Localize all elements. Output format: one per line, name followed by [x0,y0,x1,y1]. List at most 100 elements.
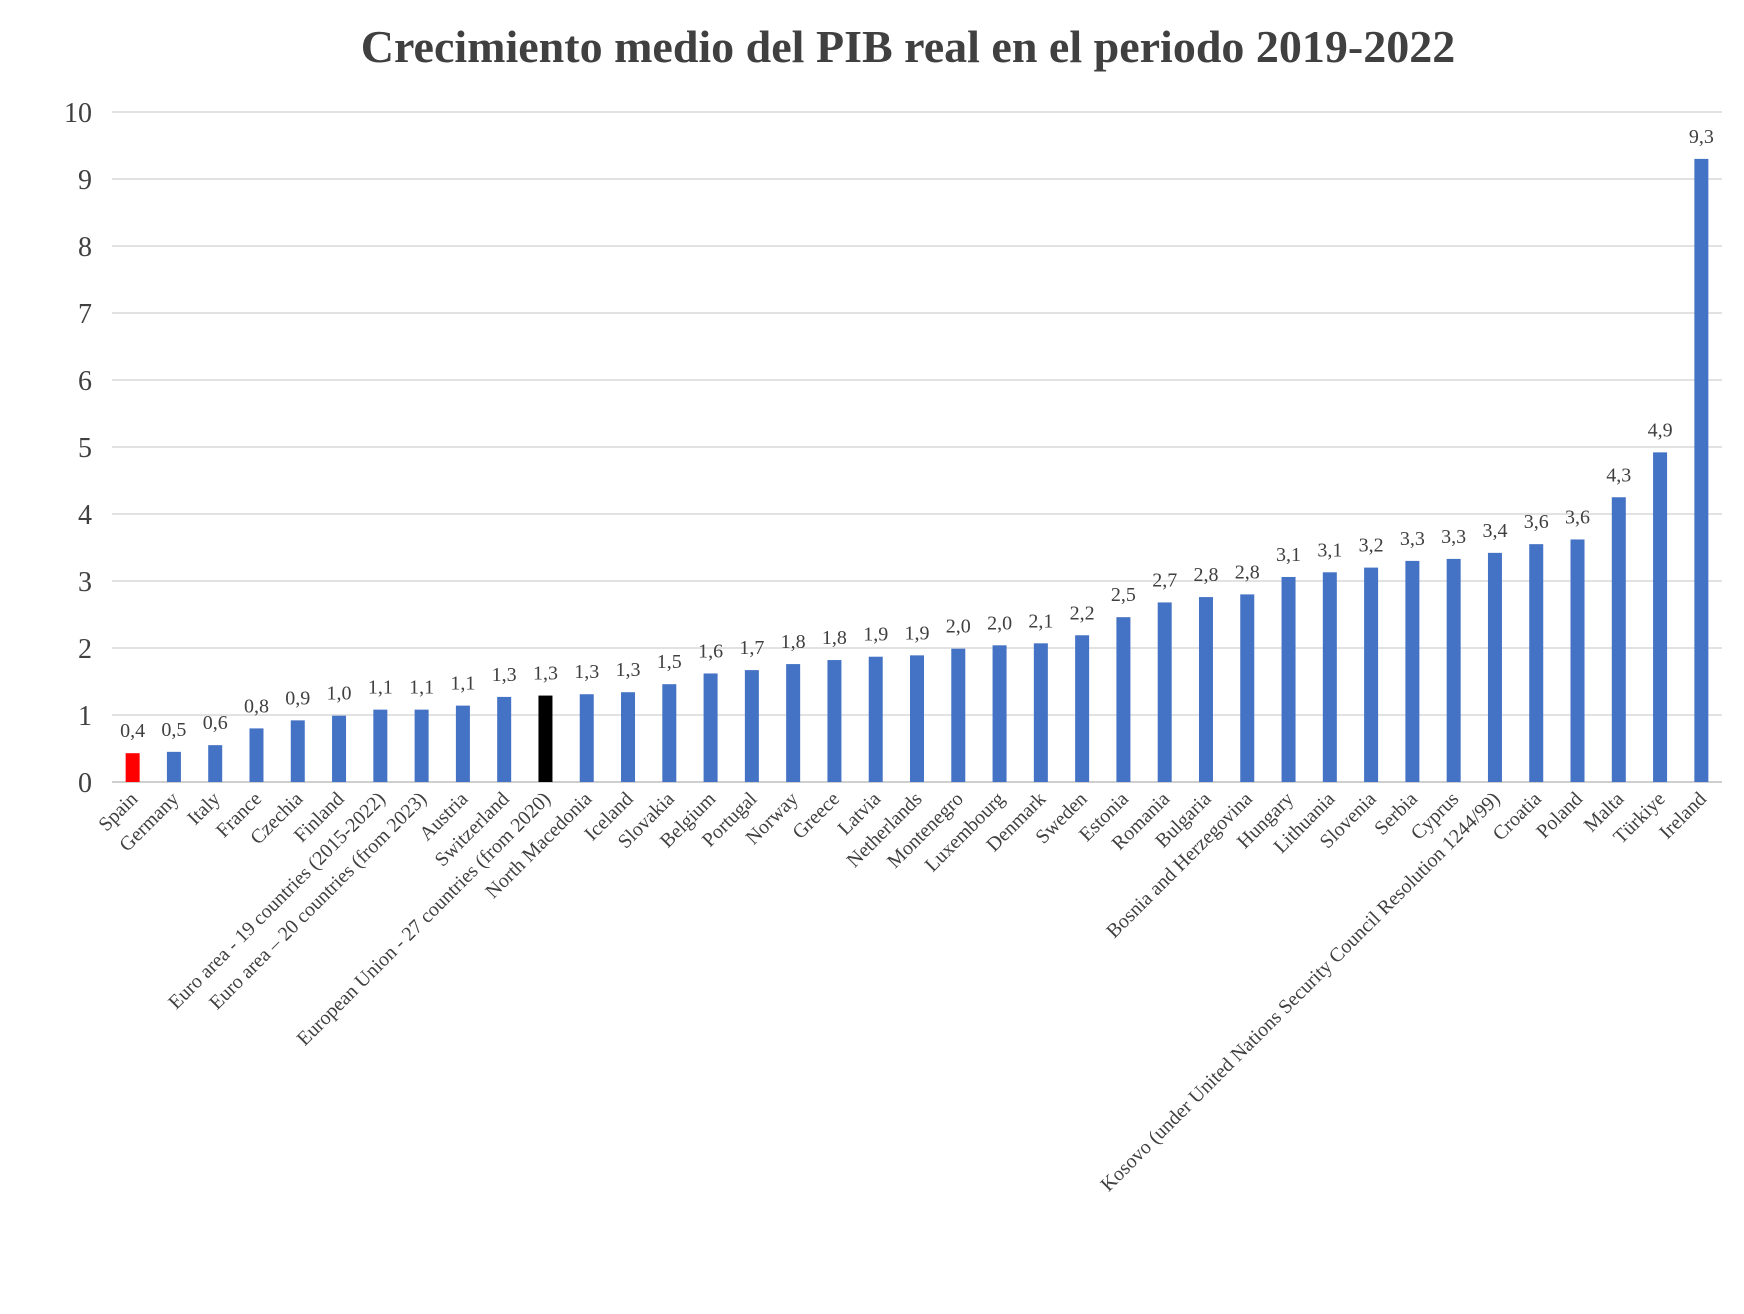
data-label: 1,9 [905,622,930,644]
data-label: 0,4 [120,720,145,742]
y-tick-label: 3 [78,567,92,598]
y-tick-label: 4 [78,500,92,531]
y-tick-label: 7 [78,299,92,330]
data-label: 1,7 [739,637,764,659]
data-label: 1,9 [863,624,888,646]
data-label: 3,3 [1400,528,1425,550]
bar [1529,544,1544,782]
x-tick-label: Poland [1532,788,1587,843]
data-label: 1,1 [450,673,475,695]
bar [1446,558,1461,782]
data-label: 1,1 [368,677,393,699]
data-label: 1,8 [822,627,847,649]
bar [538,695,553,782]
bar [992,645,1007,782]
bar [1116,617,1131,782]
y-tick-label: 0 [78,768,92,799]
data-label: 2,8 [1193,564,1218,586]
data-label: 3,4 [1482,520,1507,542]
y-tick-label: 8 [78,232,92,263]
data-label: 9,3 [1689,126,1714,148]
bar [1198,597,1213,782]
bar [951,648,966,782]
bar [1075,635,1090,782]
bar [208,745,223,782]
bar [579,694,594,782]
bar [1364,567,1379,782]
bar [868,656,883,782]
x-tick-label: Greece [788,788,844,844]
bar [1281,576,1296,782]
data-label: 0,8 [244,695,269,717]
gridlines [112,111,1722,716]
bar [1570,539,1585,782]
bar [786,664,801,782]
data-label: 1,6 [698,640,723,662]
bar [827,660,842,782]
bar [290,720,305,782]
data-label: 4,3 [1606,464,1631,486]
x-tick-label: Ireland [1655,788,1711,844]
bar [497,696,512,782]
bar [621,692,636,782]
bar [703,673,718,782]
bar [1157,602,1172,782]
bar [1611,497,1626,782]
bar [125,753,140,782]
data-label: 3,6 [1565,506,1590,528]
data-label: 3,2 [1359,535,1384,557]
bar [1033,643,1048,782]
bar [455,705,470,782]
y-tick-label: 5 [78,433,92,464]
y-tick-label: 10 [64,98,92,129]
data-label: 0,5 [161,719,186,741]
data-label: 0,6 [203,712,228,734]
bar [1240,594,1255,782]
data-label: 1,3 [616,659,641,681]
bar [744,670,759,782]
y-tick-label: 6 [78,366,92,397]
bar [1322,572,1337,782]
x-tick-label: Kosovo (under United Nations Security Co… [1097,788,1505,1196]
data-label: 0,9 [285,687,310,709]
data-label: 4,9 [1648,419,1673,441]
data-label: 2,8 [1235,561,1260,583]
y-axis-ticks: 0 1 2 3 4 5 6 7 8 9 10 [64,98,92,799]
y-tick-label: 9 [78,165,92,196]
data-label: 2,5 [1111,584,1136,606]
data-label: 3,1 [1276,544,1301,566]
y-tick-label: 1 [78,701,92,732]
data-label: 1,5 [657,651,682,673]
data-label: 1,1 [409,677,434,699]
data-label: 1,8 [781,631,806,653]
bar [249,728,264,782]
bar [1694,158,1709,782]
bar [1653,452,1668,782]
bar [1487,552,1502,782]
bar [166,751,181,782]
chart-title: Crecimiento medio del PIB real en el per… [361,21,1455,72]
data-label: 1,0 [327,683,352,705]
data-label: 1,3 [492,664,517,686]
bar [373,709,388,782]
data-label: 3,6 [1524,511,1549,533]
bar [662,684,677,782]
bar [1405,560,1420,782]
bar [910,655,924,782]
data-label: 3,3 [1441,526,1466,548]
data-label: 3,1 [1317,539,1342,561]
data-label: 2,7 [1152,569,1177,591]
data-label: 2,0 [987,612,1012,634]
y-tick-label: 2 [78,634,92,665]
data-label: 2,2 [1070,602,1095,624]
data-labels: 0,4 0,5 0,6 0,8 0,9 1,0 1,1 1,1 1,1 1,3 1,3 1,3 1,3 1… [120,126,1714,742]
data-label: 2,0 [946,616,971,638]
bar [414,709,429,782]
data-label: 1,3 [574,661,599,683]
data-label: 1,3 [533,663,558,685]
data-label: 2,1 [1028,610,1053,632]
bar [332,715,347,782]
bars [125,158,1709,782]
